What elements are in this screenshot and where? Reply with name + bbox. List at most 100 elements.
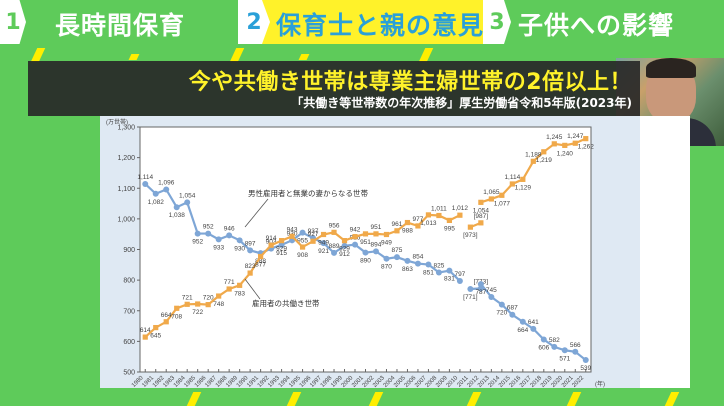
data-point (184, 301, 190, 307)
data-label: 870 (381, 264, 392, 271)
data-point (173, 204, 180, 211)
data-point (477, 281, 484, 288)
series-annotation-single-income: 男性雇用者と無業の妻からなる世帯 (248, 188, 368, 198)
data-label: 955 (297, 238, 308, 245)
data-label: 748 (213, 301, 224, 308)
data-label: [771] (463, 294, 478, 301)
data-label: 1,247 (567, 133, 584, 140)
data-point (561, 347, 568, 354)
headline-banner: 今や共働き世帯は専業主婦世帯の2倍以上！ 「共働き等世帯数の年次推移」厚生労働省… (28, 61, 640, 116)
deco-stripe (566, 392, 582, 406)
data-label: 1,065 (483, 189, 500, 196)
data-point (551, 141, 557, 147)
data-point (478, 220, 484, 226)
data-label: 1,245 (546, 134, 563, 141)
data-label: 943 (287, 226, 298, 233)
tab-label-2: 保育士と親の意見 (276, 11, 485, 40)
data-label: 1,082 (148, 199, 165, 206)
topic-tab-bar: 1 長時間保育 2 保育士と親の意見 3 子供への影響 (0, 0, 724, 44)
data-label: 875 (392, 247, 403, 254)
data-point (341, 242, 348, 249)
data-label: 721 (182, 294, 193, 301)
data-point (383, 255, 390, 262)
data-point (372, 248, 379, 255)
series-annotation-dual-income: 雇用者の共働き世帯 (252, 298, 320, 308)
y-tick-label: 1,000 (117, 216, 135, 223)
data-point (278, 241, 285, 248)
deco-stripe (664, 392, 680, 406)
data-label: 708 (171, 313, 182, 320)
data-point (205, 302, 211, 308)
y-tick-label: 700 (123, 308, 135, 315)
data-label: 825 (433, 262, 444, 269)
deco-stripe (186, 392, 202, 406)
data-label: 937 (308, 228, 319, 235)
data-point (540, 336, 547, 343)
tab-long-hours-care[interactable]: 1 長時間保育 (0, 0, 232, 44)
data-point (226, 232, 233, 239)
tab-label-3: 子供への影響 (518, 11, 675, 40)
line-chart: (万世帯) 500 600 700 800 900 1,000 1,100 1,200 1,300… (106, 118, 605, 389)
data-label: 783 (234, 290, 245, 297)
data-point (551, 343, 558, 350)
data-label: 722 (192, 309, 203, 316)
deco-stripe (298, 54, 310, 60)
data-label: 1,114 (137, 174, 153, 181)
data-point (457, 212, 463, 218)
data-label: 942 (350, 227, 361, 234)
data-point (425, 212, 432, 218)
data-point (289, 233, 295, 239)
data-label: 949 (318, 239, 329, 246)
data-label: 566 (570, 342, 581, 349)
data-point (320, 240, 327, 247)
data-point (352, 234, 358, 240)
data-label: 1,219 (536, 157, 553, 164)
data-point (488, 293, 495, 300)
data-label: 664 (517, 327, 528, 334)
data-point (152, 190, 159, 197)
data-label: 951 (360, 239, 371, 246)
data-point (394, 228, 400, 234)
deco-stripe (229, 48, 245, 62)
data-label: 571 (559, 355, 570, 362)
data-label: 921 (318, 248, 329, 255)
data-label: 539 (580, 365, 591, 372)
deco-stripe (286, 392, 302, 406)
data-point (352, 241, 359, 248)
data-point (415, 223, 421, 229)
data-point (530, 158, 536, 164)
data-point (467, 286, 474, 293)
data-label: 951 (371, 224, 382, 231)
tab-child-impact[interactable]: 3 子供への影響 (483, 0, 724, 44)
data-point (163, 319, 169, 325)
data-point (299, 229, 306, 236)
data-label: 863 (402, 266, 413, 273)
data-label: 1,114 (504, 174, 520, 181)
data-point (498, 301, 505, 308)
x-tick-label: 2022 (571, 375, 585, 388)
data-point (404, 219, 411, 226)
data-point (278, 238, 285, 244)
tab-label-1: 長時間保育 (55, 11, 186, 40)
data-point (478, 199, 484, 205)
data-point (194, 230, 201, 237)
data-point (341, 238, 348, 244)
data-label: 1,077 (494, 200, 511, 207)
deco-stripe (418, 48, 434, 62)
deco-stripe (466, 392, 482, 406)
data-point (153, 324, 159, 331)
tab-opinions[interactable]: 2 保育士と親の意見 (238, 0, 483, 44)
y-tick-label: 900 (123, 247, 135, 254)
headline-source: 「共働き等世帯数の年次推移」厚生労働省令和5年版(2023年) (291, 96, 632, 110)
data-point (499, 192, 505, 198)
data-point (299, 244, 306, 250)
data-point (226, 286, 232, 292)
tab-number-3: 3 (483, 0, 511, 44)
data-label: 745 (486, 287, 497, 294)
data-label: 908 (297, 252, 308, 259)
data-label: 1,054 (179, 192, 196, 199)
data-label: 1,013 (420, 220, 437, 227)
y-tick-label: 800 (123, 278, 135, 285)
data-point (414, 260, 421, 267)
data-point (331, 229, 337, 235)
